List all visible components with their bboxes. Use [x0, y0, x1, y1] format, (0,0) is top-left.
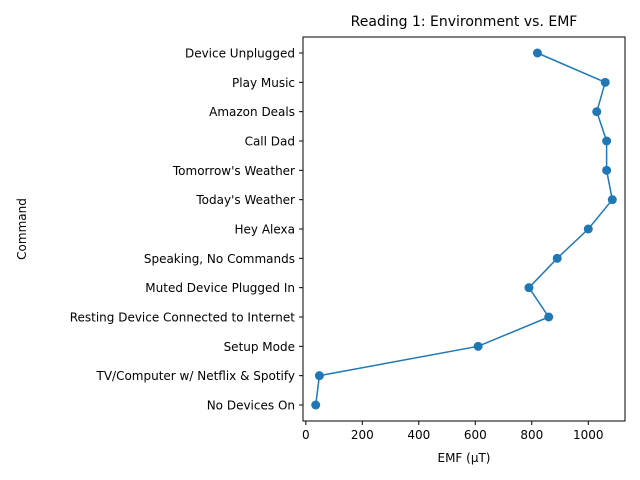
- y-tick-label: Resting Device Connected to Internet: [70, 311, 296, 325]
- data-point: [314, 371, 324, 381]
- y-tick-label: Hey Alexa: [235, 223, 296, 237]
- data-point: [524, 283, 534, 293]
- x-tick-label: 800: [520, 428, 543, 442]
- data-point: [600, 77, 610, 87]
- y-tick-label: TV/Computer w/ Netflix & Spotify: [96, 369, 296, 383]
- y-tick-label: Muted Device Plugged In: [145, 281, 295, 295]
- y-tick-label: No Devices On: [207, 399, 295, 413]
- data-point: [311, 400, 321, 410]
- y-axis-label: Command: [15, 198, 29, 260]
- data-point: [602, 136, 612, 146]
- y-tick-label: Play Music: [232, 76, 295, 90]
- plot-area: 0 200 400 600 800 1000 No Devices On TV/Compute…: [70, 36, 626, 442]
- data-point: [592, 107, 602, 117]
- y-tick-label: Device Unplugged: [185, 47, 295, 61]
- data-point: [552, 253, 562, 263]
- x-tick-label: 400: [407, 428, 430, 442]
- y-tick-label: Tomorrow's Weather: [172, 164, 295, 178]
- data-point: [473, 341, 483, 351]
- x-tick-label: 1000: [573, 428, 604, 442]
- data-point: [607, 195, 617, 205]
- x-tick-label: 0: [302, 428, 310, 442]
- data-point: [583, 224, 593, 234]
- y-tick-label: Amazon Deals: [209, 105, 295, 119]
- data-point: [602, 165, 612, 175]
- y-tick-label: Setup Mode: [224, 340, 295, 354]
- x-tick-label: 600: [464, 428, 487, 442]
- y-tick-label: Call Dad: [245, 135, 295, 149]
- chart-title: Reading 1: Environment vs. EMF: [351, 14, 578, 30]
- y-tick-label: Today's Weather: [195, 193, 295, 207]
- data-point: [532, 48, 542, 58]
- data-point: [544, 312, 554, 322]
- x-axis-label: EMF (µT): [438, 451, 491, 465]
- y-tick-label: Speaking, No Commands: [144, 252, 295, 266]
- x-tick-label: 200: [351, 428, 374, 442]
